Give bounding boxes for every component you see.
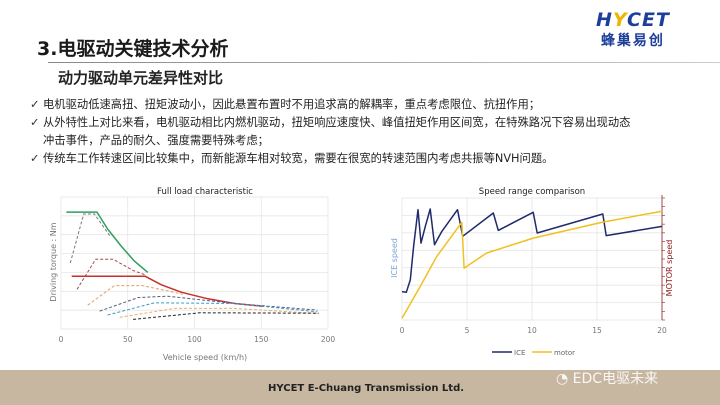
series-line-4	[87, 285, 183, 306]
title-divider	[48, 62, 720, 63]
chart-title: Speed range comparison	[479, 187, 585, 197]
x-tick-label: 15	[592, 326, 602, 335]
bullet-text: 冲击事件，产品的耐久、强度需要特殊考虑；	[43, 134, 269, 147]
slide-title: 3.电驱动关键技术分析	[37, 38, 229, 60]
logo-text: CET	[627, 9, 670, 31]
series-line-0	[66, 211, 149, 273]
x-tick-label: 100	[187, 335, 202, 344]
x-tick-label: 10	[527, 326, 537, 335]
series-line-2	[69, 213, 111, 264]
y-axis-label: Driving torque : Nm	[49, 222, 58, 301]
y-axis-label-right: MOTOR speed	[665, 240, 674, 297]
slide-subtitle: 动力驱动单元差异性对比	[58, 69, 224, 87]
y-axis-label-left: ICE speed	[390, 238, 399, 278]
x-tick-label: 150	[254, 335, 269, 344]
x-axis-label: Vehicle speed (km/h)	[163, 353, 247, 362]
footer-band	[0, 370, 720, 405]
x-tick-label: 50	[123, 335, 133, 344]
speed-range-chart: Speed range comparison ICE speed MOTOR s…	[390, 187, 674, 357]
series-line-6	[107, 302, 318, 316]
x-tick-label: 0	[400, 326, 405, 335]
bullet-item: ✓ 传统车工作转速区间比较集中，而新能源车相对较宽，需要在很宽的转速范围内考虑共振…	[30, 150, 710, 168]
watermark: ◔ EDC电驱未来	[556, 368, 658, 388]
full-load-chart: Full load characteristic Vehicle speed (…	[49, 187, 336, 362]
bullet-text: 传统车工作转速区间比较集中，而新能源车相对较宽，需要在很宽的转速范围内考虑共振等…	[43, 152, 554, 165]
series-line-ICE	[401, 208, 663, 294]
legend: ICE motor	[492, 349, 575, 357]
hycet-logo: HYCET 蜂巢易创	[596, 10, 670, 50]
wechat-icon: ◔	[556, 371, 573, 387]
x-tick-label: 5	[465, 326, 470, 335]
footer-company: HYCET E-Chuang Transmission Ltd.	[268, 383, 465, 394]
x-tick-label: 20	[657, 326, 667, 335]
series-line-3	[76, 258, 147, 290]
series-line-motor	[401, 210, 663, 319]
bullet-continuation: 冲击事件，产品的耐久、强度需要特殊考虑；	[30, 132, 710, 150]
check-icon: ✓	[30, 116, 40, 129]
check-icon: ✓	[30, 152, 40, 165]
legend-label-motor: motor	[554, 349, 575, 357]
bullet-text: 从外特性上对比来看，电机驱动相比内燃机驱动，扭矩响应速度快、峰值扭矩作用区间宽，…	[43, 116, 631, 129]
series-line-8	[133, 312, 319, 320]
bullet-item: ✓ 电机驱动低速高扭、扭矩波动小，因此悬置布置时不用追求高的解耦率，重点考虑限位、…	[30, 96, 710, 114]
bullet-item: ✓ 从外特性上对比来看，电机驱动相比内燃机驱动，扭矩响应速度快、峰值扭矩作用区间宽…	[30, 114, 710, 132]
series-line-5	[99, 295, 318, 312]
legend-label-ice: ICE	[514, 349, 525, 357]
series-line-7	[119, 307, 318, 318]
bullet-text: 电机驱动低速高扭、扭矩波动小，因此悬置布置时不用追求高的解耦率，重点考虑限位、抗…	[43, 98, 541, 111]
bullet-list: ✓ 电机驱动低速高扭、扭矩波动小，因此悬置布置时不用追求高的解耦率，重点考虑限位、…	[30, 96, 710, 168]
watermark-text: EDC电驱未来	[572, 371, 659, 387]
logo-mark: Y	[612, 9, 627, 31]
chart-title: Full load characteristic	[157, 187, 253, 197]
check-icon: ✓	[30, 98, 40, 111]
x-tick-label: 200	[321, 335, 336, 344]
logo-chinese: 蜂巢易创	[600, 33, 665, 49]
logo-text: H	[596, 9, 613, 31]
x-tick-label: 0	[59, 335, 64, 344]
